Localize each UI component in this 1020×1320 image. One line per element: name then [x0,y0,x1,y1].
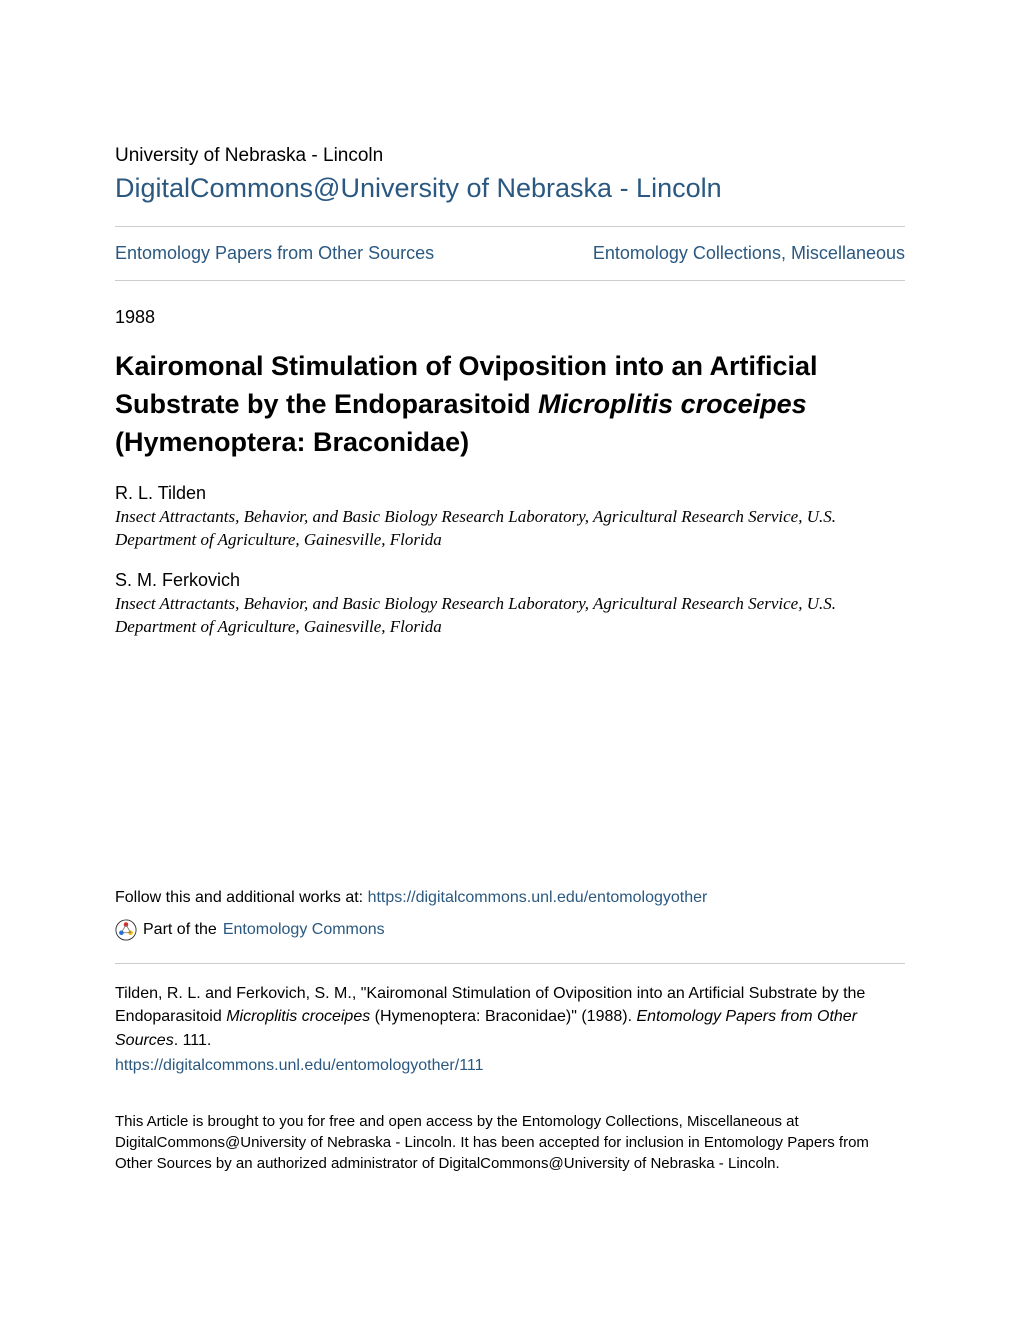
title-species: Microplitis croceipes [538,389,807,419]
citation-url-link[interactable]: https://digitalcommons.unl.edu/entomolog… [115,1054,905,1077]
divider-bottom [115,280,905,281]
commons-network-icon [115,919,137,941]
citation-species: Microplitis croceipes [226,1008,370,1025]
divider-citation [115,963,905,964]
paper-title: Kairomonal Stimulation of Oviposition in… [115,348,905,461]
breadcrumb-nav: Entomology Papers from Other Sources Ent… [115,227,905,280]
commons-link[interactable]: Entomology Commons [223,921,385,939]
citation-block: Tilden, R. L. and Ferkovich, S. M., "Kai… [115,982,905,1077]
access-statement: This Article is brought to you for free … [115,1111,905,1174]
author-name: R. L. Tilden [115,483,905,504]
follow-section: Follow this and additional works at: htt… [115,889,905,907]
institution-name: University of Nebraska - Lincoln [115,145,905,167]
follow-prefix: Follow this and additional works at: [115,889,368,906]
site-title-link[interactable]: DigitalCommons@University of Nebraska - … [115,173,905,204]
nav-right-link[interactable]: Entomology Collections, Miscellaneous [593,243,905,264]
title-part2: (Hymenoptera: Braconidae) [115,427,469,457]
nav-left-link[interactable]: Entomology Papers from Other Sources [115,243,434,264]
author-block-2: S. M. Ferkovich Insect Attractants, Beha… [115,570,905,639]
author-affiliation: Insect Attractants, Behavior, and Basic … [115,593,905,639]
citation-suffix: . 111. [174,1032,212,1049]
follow-url-link[interactable]: https://digitalcommons.unl.edu/entomolog… [368,889,708,906]
part-of-row: Part of the Entomology Commons [115,919,905,941]
author-affiliation: Insect Attractants, Behavior, and Basic … [115,506,905,552]
publication-year: 1988 [115,307,905,328]
citation-mid: (Hymenoptera: Braconidae)" (1988). [370,1008,636,1025]
part-of-prefix: Part of the [143,921,217,939]
author-block-1: R. L. Tilden Insect Attractants, Behavio… [115,483,905,552]
author-name: S. M. Ferkovich [115,570,905,591]
